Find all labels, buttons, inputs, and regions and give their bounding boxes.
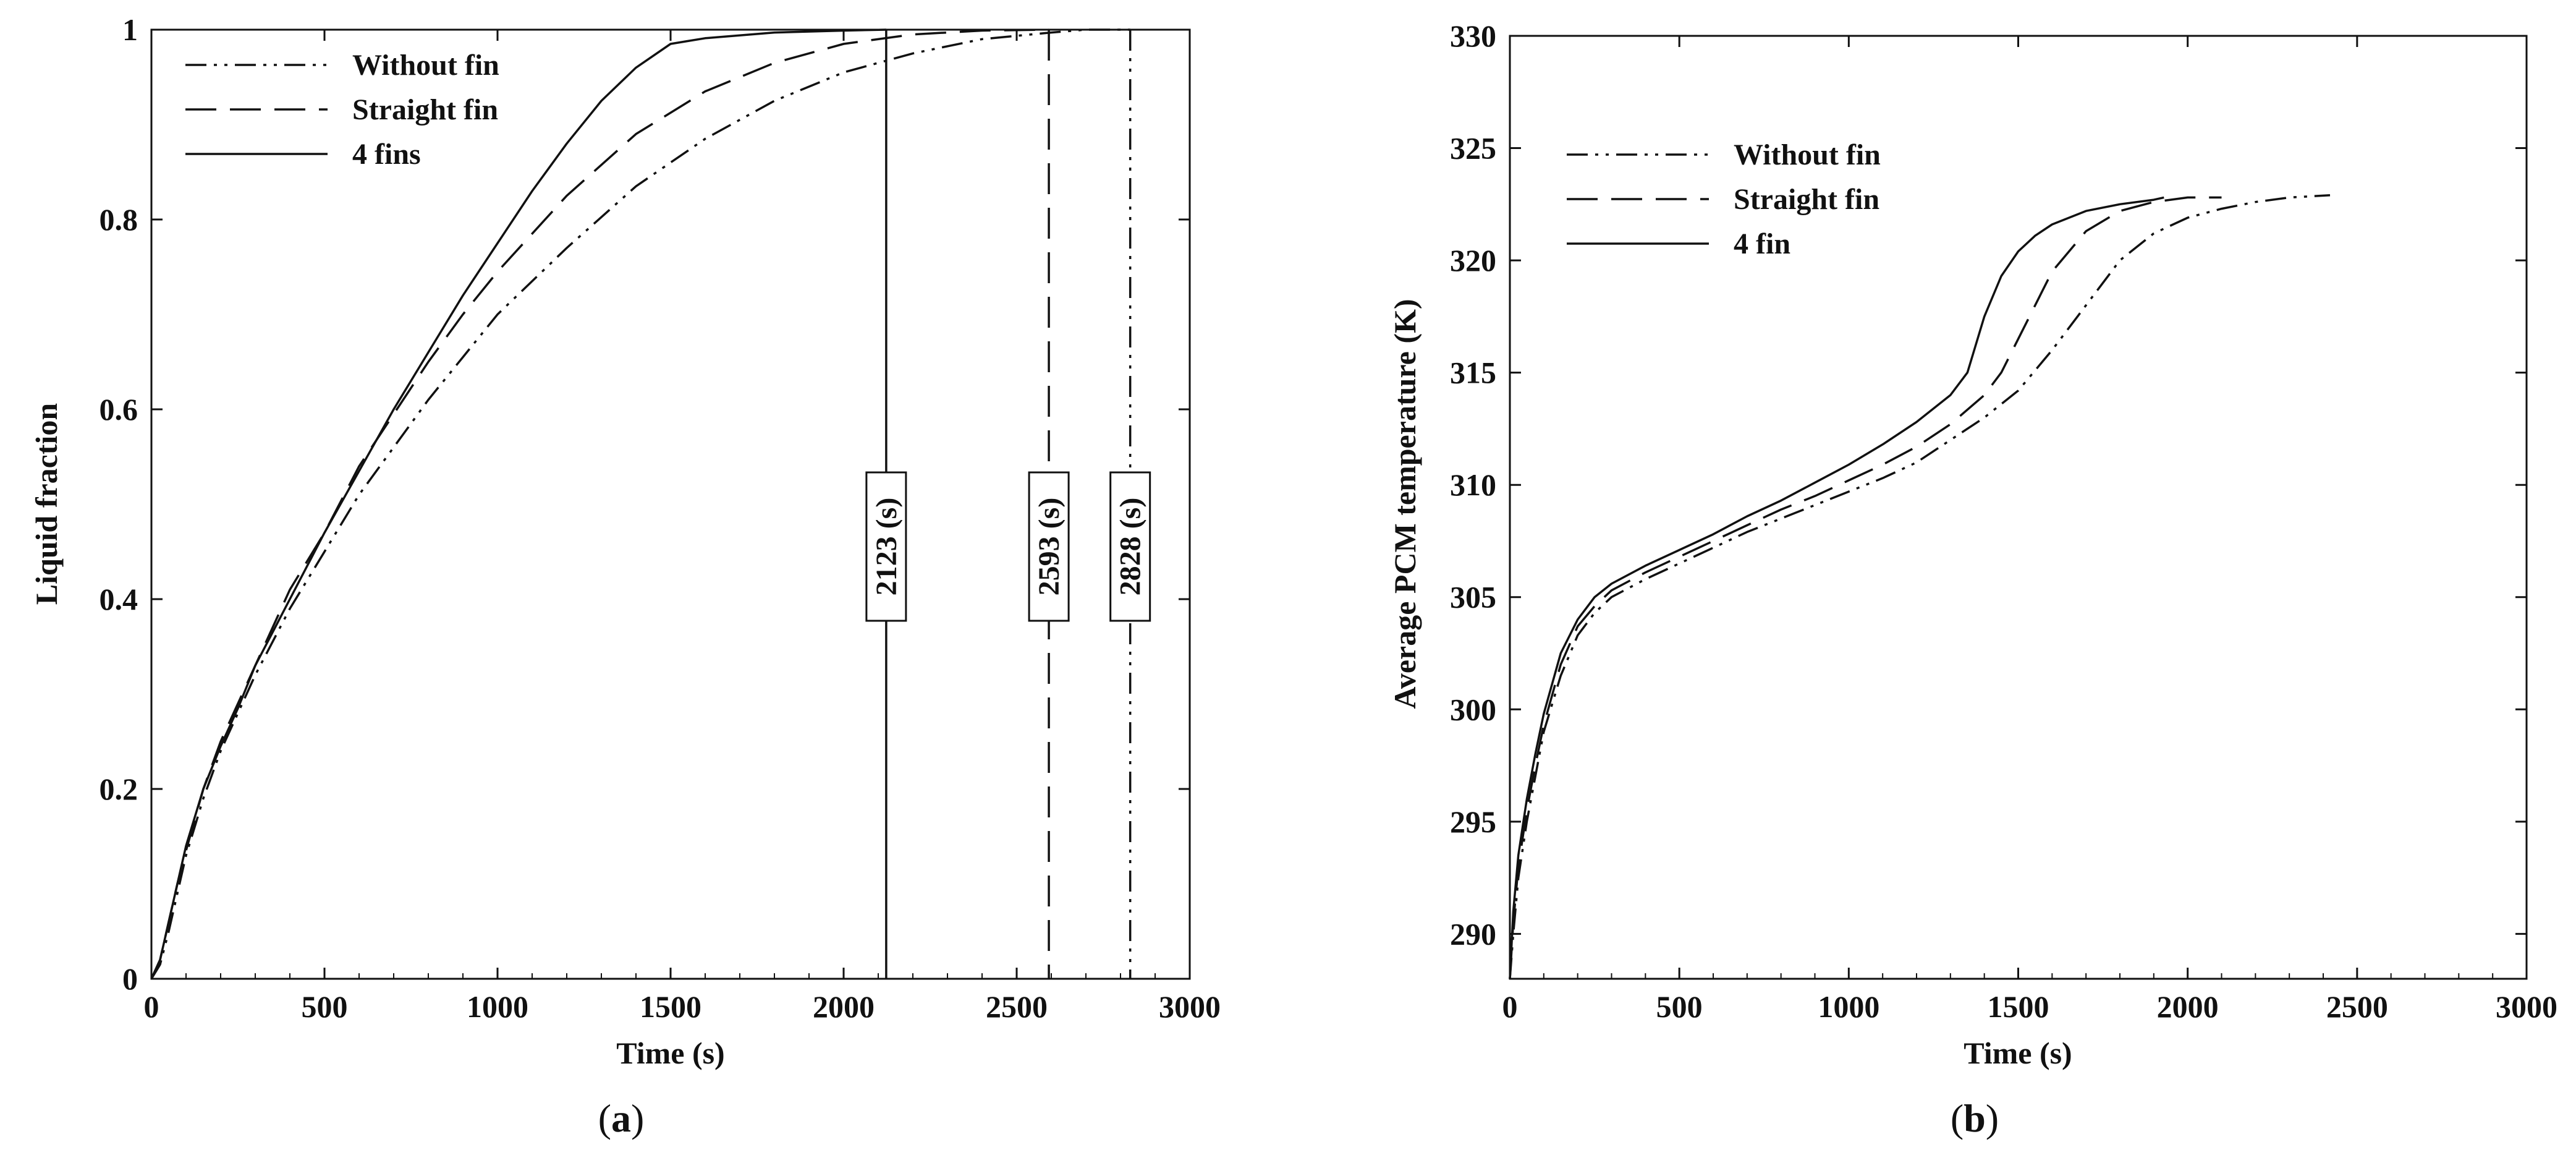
y-tick-label: 305 [1450,580,1496,615]
y-axis-label-b: Average PCM temperature (K) [1388,299,1422,709]
y-tick-label: 315 [1450,356,1496,390]
series-line-straight-fin [1509,196,2222,979]
legend-label: 4 fin [1734,228,1790,260]
x-tick-label: 2000 [2157,989,2219,1024]
y-tick-label: 320 [1450,243,1496,278]
y-tick-label: 0.2 [100,772,138,806]
legend-label: Without fin [1734,139,1881,171]
y-tick-label: 0.6 [100,392,138,427]
plot-frame-b [1509,35,2528,980]
x-axis-label-b: Time (s) [1964,1036,2072,1070]
series-line-4-fin [1509,196,2164,979]
completion-label-box [865,471,907,622]
x-axis-label-a: Time (s) [616,1036,724,1070]
series-line-without-fin [150,28,1130,979]
legend-label: Straight fin [352,93,498,126]
completion-label: 2593 (s) [1033,498,1066,596]
x-tick-label: 1000 [467,989,528,1024]
panel-b-chart: 0 500 1000 1500 2000 2500 3000 290 295 300 305 310 3… [1388,19,2557,1140]
legend-label: 4 fins [352,138,421,171]
panel-label-a: (a) [598,1096,645,1140]
y-tick-label: 1 [122,12,138,47]
y-tick-label: 0 [122,961,138,996]
x-tick-label: 500 [1656,989,1703,1024]
y-tick-label: 295 [1450,804,1496,839]
x-tick-label: 0 [1502,989,1518,1024]
y-tick-label: 330 [1450,19,1496,53]
x-tick-label: 3000 [2496,989,2557,1024]
y-tick-label: 300 [1450,692,1496,727]
legend-label: Without fin [352,49,499,82]
completion-label-box [1028,471,1070,622]
series-line-without-fin [1509,194,2331,979]
y-tick-label: 325 [1450,131,1496,166]
series-line-4-fins [150,28,886,979]
legend-label: Straight fin [1734,183,1879,216]
x-tick-label: 500 [302,989,348,1024]
panel-label-b: (b) [1951,1096,1999,1140]
x-tick-label: 3000 [1159,989,1221,1024]
completion-label: 2123 (s) [870,498,903,596]
completion-label-box [1109,471,1151,622]
x-tick-label: 2500 [986,989,1048,1024]
x-tick-label: 1500 [640,989,701,1024]
y-tick-label: 290 [1450,916,1496,951]
y-tick-label: 310 [1450,467,1496,502]
series-line-straight-fin [150,28,1049,979]
x-tick-label: 2500 [2326,989,2388,1024]
x-tick-label: 1500 [1988,989,2049,1024]
x-tick-label: 1000 [1818,989,1879,1024]
y-tick-label: 0.8 [100,202,138,237]
y-axis-label-a: Liquid fraction [29,403,64,605]
x-tick-label: 2000 [813,989,875,1024]
completion-label: 2828 (s) [1114,498,1147,596]
y-tick-label: 0.4 [100,582,138,616]
panel-a-chart: 0 500 1000 1500 2000 2500 3000 0 0.2 0.4 0.6 0.8 1 W… [29,12,1221,1140]
x-tick-label: 0 [144,989,159,1024]
